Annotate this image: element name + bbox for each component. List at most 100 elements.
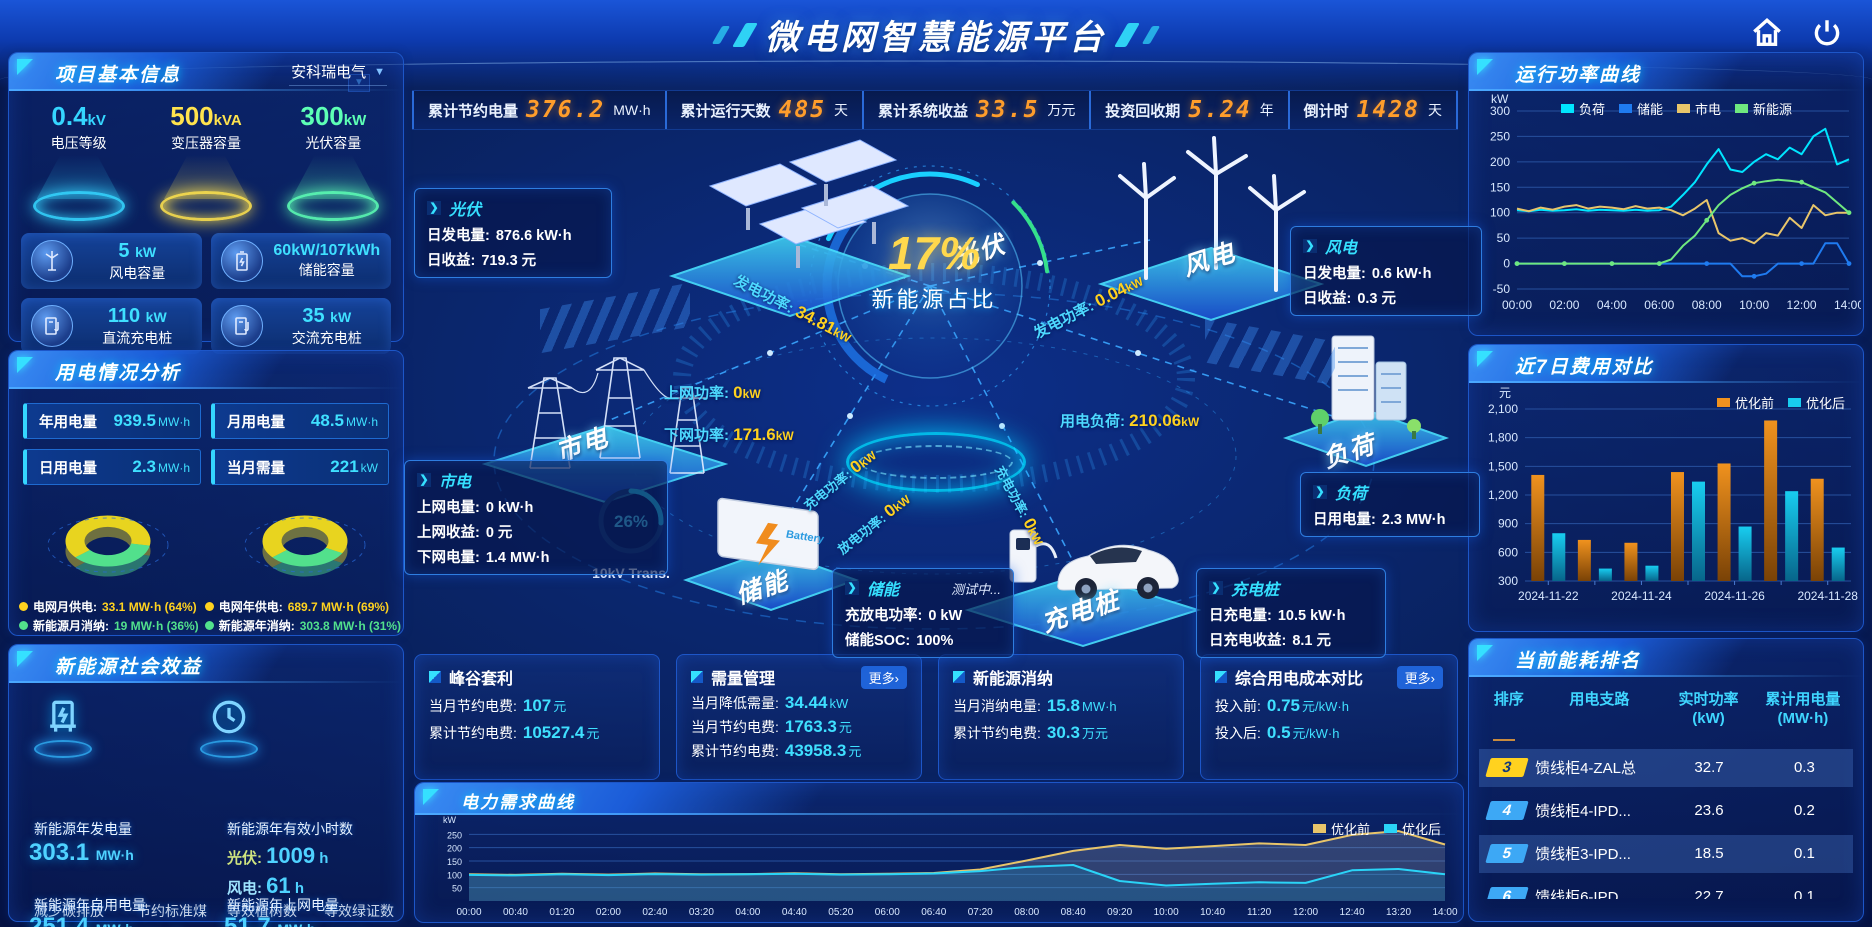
chart-legend: 优化前 优化后 xyxy=(1312,819,1441,838)
legend-item[interactable]: 市电 xyxy=(1677,99,1721,118)
svg-text:14:00: 14:00 xyxy=(1432,907,1457,918)
legend-item[interactable]: 储能 xyxy=(1619,99,1663,118)
svg-text:11:20: 11:20 xyxy=(1247,907,1272,918)
card-demand-mgmt: 需量管理 更多› 当月降低需量: 34.44 kW 当月节约电费: 1763.3 元累计节约… xyxy=(676,654,922,780)
rank-table: 3 馈线柜4-ZAL总 32.7 0.3 4 馈线柜4-IPD... 23.6 … xyxy=(1469,741,1863,899)
demand-chart: 50 100 150 200 250 kW 00:00 00:40 01:20 02:00 02:4… xyxy=(415,815,1463,924)
flow-load-power: 用电负荷: 210.06kW xyxy=(1060,411,1200,430)
kpi-item: 累计系统收益 33.5 万元 xyxy=(862,91,1089,129)
month-energy-donut xyxy=(28,489,188,598)
card-renewable-absorb: 新能源消纳 当月消纳电量: 15.8 MW·h 累计节约电费: 30.3 万元 xyxy=(938,654,1184,780)
legend-item[interactable]: 优化后 xyxy=(1383,819,1441,838)
wind-turbine-icon xyxy=(45,251,59,271)
svg-text:12:40: 12:40 xyxy=(1340,907,1365,918)
svg-text:250: 250 xyxy=(447,830,462,840)
benefit-panel: 新能源社会效益 新能源年发电量 303.1 MW·h 新能源年有效小时数 光伏:… xyxy=(8,644,404,927)
wind-info-box: ❯ 风电 日发电量: 0.6 kW·h 日收益: 0.3 元 xyxy=(1290,226,1482,316)
svg-text:10:00: 10:00 xyxy=(1154,907,1179,918)
svg-text:04:00: 04:00 xyxy=(735,907,760,918)
table-row[interactable]: 3 馈线柜4-ZAL总 32.7 0.3 xyxy=(1479,748,1853,787)
usage-stat-pill: 当月需量 221 kW xyxy=(211,449,389,485)
svg-text:13:20: 13:20 xyxy=(1386,907,1411,918)
charger-info-box: ❯ 充电桩 日充电量: 10.5 kW·h 日充电收益: 8.1 元 xyxy=(1196,568,1386,658)
chart-legend: 优化前 优化后 xyxy=(1716,393,1845,412)
svg-text:300: 300 xyxy=(1490,104,1510,118)
svg-text:300: 300 xyxy=(1498,574,1518,588)
usage-stat-pill: 月用电量 48.5 MW·h xyxy=(211,403,389,439)
card-peak-valley: 峰谷套利 当月节约电费: 107 元累计节约电费: 10527.4 元 xyxy=(414,654,660,780)
svg-text:600: 600 xyxy=(1498,545,1518,559)
power-icon[interactable] xyxy=(1810,16,1844,50)
grid-info-box: ❯ 市电 上网电量: 0 kW·h 上网收益: 0 元 下网电量: 1.4 MW·h xyxy=(404,460,668,575)
svg-text:2,100: 2,100 xyxy=(1488,402,1518,416)
kpi-bar: 累计节约电量 376.2 MW·h 累计运行天数 485 天 累计系统收益 33… xyxy=(412,90,1458,130)
capacity-card-storage: 60kW/107kWh 储能容量 xyxy=(210,233,391,289)
panel-title: 新能源社会效益 xyxy=(55,657,203,678)
svg-text:100: 100 xyxy=(447,870,462,880)
legend-item[interactable]: 优化后 xyxy=(1787,393,1845,412)
card-cost-compare: 综合用电成本对比 更多› 投入前: 0.75 元/kW·h 投入后: 0.5 元/kW·h xyxy=(1200,654,1458,780)
ac-charger-icon xyxy=(234,317,249,335)
svg-text:150: 150 xyxy=(1490,180,1510,194)
svg-text:03:20: 03:20 xyxy=(689,907,714,918)
legend-item[interactable]: 优化前 xyxy=(1312,819,1370,838)
svg-text:01:20: 01:20 xyxy=(549,907,574,918)
svg-text:2024-11-28: 2024-11-28 xyxy=(1797,589,1858,603)
page-title: 微电网智慧能源平台 xyxy=(765,19,1107,57)
flag-icon xyxy=(429,671,441,683)
cost-chart: 300 600 900 1,200 1,500 1,800 2,100 元 2024-11-22… xyxy=(1469,383,1863,610)
table-row[interactable]: 5 馈线柜3-IPD... 18.5 0.1 xyxy=(1479,834,1853,873)
svg-text:00:40: 00:40 xyxy=(503,907,528,918)
power-chart: -50 0 50 100 150 200 250 300 kW 00:00 02:00 04:00 06… xyxy=(1469,91,1864,318)
panel-title: 近7日费用对比 xyxy=(1515,357,1654,378)
svg-text:00:00: 00:00 xyxy=(456,907,481,918)
generator-icon xyxy=(31,695,95,758)
arrow-icon: ❯ xyxy=(427,201,441,215)
clock-icon xyxy=(197,695,261,758)
svg-text:05:20: 05:20 xyxy=(828,907,853,918)
company-select[interactable]: 安科瑞电气 ▼ xyxy=(289,61,387,86)
svg-text:1,800: 1,800 xyxy=(1488,431,1518,445)
svg-text:10:00: 10:00 xyxy=(1739,298,1769,312)
status-badge: 测试中... xyxy=(951,581,1001,597)
capacity-card-ac-charger: 35 kW 交流充电桩 xyxy=(210,298,391,354)
svg-text:0: 0 xyxy=(1503,257,1510,271)
table-row[interactable]: 4 馈线柜4-IPD... 23.6 0.2 xyxy=(1479,792,1853,830)
project-info-panel: 项目基本信息 安科瑞电气 ▼ 0.4kV 电压等级 500kVA 变压器容量 xyxy=(8,52,404,354)
svg-text:04:00: 04:00 xyxy=(1597,298,1627,312)
more-button[interactable]: 更多› xyxy=(860,665,907,689)
capacity-pedestal: 0.4kV 电压等级 xyxy=(20,101,138,221)
table-row[interactable]: 6 馈线柜6-IPD 22.7 0.1 xyxy=(1479,878,1853,899)
legend-item[interactable]: 优化前 xyxy=(1716,393,1774,412)
energy-rank-panel: 当前能耗排名 排序 用电支路 实时功率 (kW) 累计用电量 (MW·h) 3 馈线… xyxy=(1468,638,1864,922)
kpi-item: 累计运行天数 485 天 xyxy=(664,91,862,129)
chevron-down-icon: ▼ xyxy=(374,65,385,78)
svg-text:1,500: 1,500 xyxy=(1488,459,1518,473)
cost-compare-panel: 近7日费用对比 优化前 优化后 300 600 900 1,200 1,500 1,800 2… xyxy=(1468,344,1864,632)
svg-text:08:00: 08:00 xyxy=(1692,298,1722,312)
svg-text:08:40: 08:40 xyxy=(1061,907,1086,918)
battery-icon xyxy=(235,251,248,271)
capacity-pedestal: 300kW 光伏容量 xyxy=(274,101,392,221)
svg-text:250: 250 xyxy=(1490,129,1510,143)
svg-text:04:40: 04:40 xyxy=(782,907,807,918)
more-button[interactable]: 更多› xyxy=(1396,665,1443,689)
panel-title: 用电情况分析 xyxy=(55,363,182,384)
svg-text:200: 200 xyxy=(1490,155,1510,169)
svg-text:14:00: 14:00 xyxy=(1834,298,1861,312)
hub-base-glow xyxy=(846,432,1026,492)
svg-text:02:00: 02:00 xyxy=(596,907,621,918)
panel-title: 项目基本信息 xyxy=(55,65,182,86)
title-deco-right xyxy=(1114,22,1140,47)
svg-text:kW: kW xyxy=(1491,92,1509,106)
legend-item[interactable]: 新能源 xyxy=(1735,99,1792,118)
legend-item: 新能源年消纳: 303.8 MW·h (31%) xyxy=(204,617,401,634)
demand-curve-panel: 电力需求曲线 优化前 优化后 50 100 150 200 250 kW 00:00 00:40… xyxy=(414,782,1464,923)
dc-charger-icon xyxy=(45,317,59,335)
legend-item[interactable]: 负荷 xyxy=(1561,99,1605,118)
svg-text:200: 200 xyxy=(447,844,462,854)
panel-corner-icon xyxy=(17,59,33,75)
home-icon[interactable] xyxy=(1750,16,1784,50)
flow-to-grid: 上网功率: 0kW xyxy=(664,383,761,402)
